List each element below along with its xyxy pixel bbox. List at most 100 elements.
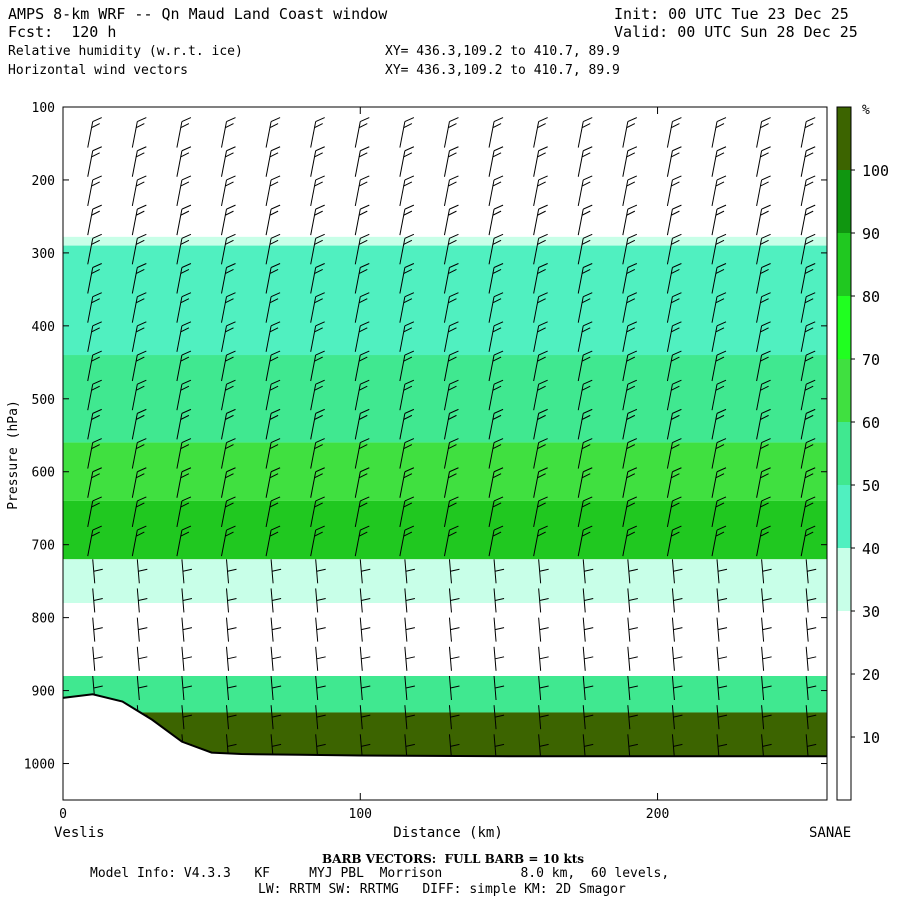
wind-barb-flag bbox=[225, 356, 234, 362]
y-tick-label: 300 bbox=[32, 247, 55, 262]
wind-barb-flag bbox=[270, 175, 281, 181]
wind-barb-flag bbox=[225, 444, 234, 450]
header-field-1: Relative humidity (w.r.t. ice) bbox=[8, 44, 243, 59]
wind-barb-flag bbox=[359, 502, 368, 508]
wind-barb-flag bbox=[137, 525, 147, 531]
wind-barb-flag bbox=[582, 239, 591, 245]
wind-barb-flag bbox=[492, 327, 502, 333]
wind-barb-flag bbox=[269, 531, 279, 537]
wind-barb bbox=[488, 209, 495, 236]
wind-barb bbox=[176, 500, 183, 528]
wind-barb-flag bbox=[314, 444, 323, 450]
wind-barb-flag bbox=[805, 438, 816, 444]
wind-barb-flag bbox=[360, 496, 370, 502]
wind-barb-flag bbox=[493, 146, 504, 152]
wind-barb-flag bbox=[225, 502, 234, 508]
wind-barb-flag bbox=[626, 356, 636, 362]
wind-barb bbox=[87, 238, 94, 265]
wind-barb-flag bbox=[804, 269, 814, 274]
wind-barb bbox=[800, 209, 807, 236]
wind-barb bbox=[577, 150, 584, 177]
wind-barb-flag bbox=[761, 263, 771, 268]
wind-barb-flag bbox=[672, 525, 682, 531]
wind-barb-flag bbox=[537, 210, 546, 216]
y-tick-label: 700 bbox=[32, 539, 55, 554]
wind-barb-flag bbox=[493, 467, 504, 473]
wind-barb bbox=[443, 121, 450, 148]
wind-barb-flag bbox=[91, 414, 100, 420]
wind-barb bbox=[265, 150, 272, 177]
wind-barb-flag bbox=[494, 685, 505, 689]
wind-barb bbox=[443, 500, 450, 528]
header-title: AMPS 8-km WRF -- Qn Maud Land Coast wind… bbox=[8, 5, 388, 23]
wind-barb bbox=[265, 267, 272, 294]
wind-barb-flag bbox=[716, 117, 727, 123]
wind-barb-flag bbox=[716, 467, 727, 473]
wind-barb-flag bbox=[137, 379, 147, 385]
wind-barb-flag bbox=[626, 181, 636, 187]
wind-barb-flag bbox=[181, 233, 192, 239]
wind-barb bbox=[800, 471, 807, 498]
wind-barb-flag bbox=[404, 408, 415, 414]
wind-barb-flag bbox=[270, 204, 281, 210]
wind-barb-flag bbox=[448, 327, 457, 333]
wind-barb-flag bbox=[671, 385, 680, 391]
wind-barb-flag bbox=[449, 175, 459, 181]
wind-barb-flag bbox=[493, 321, 504, 327]
wind-barb-flag bbox=[404, 525, 415, 531]
wind-barb bbox=[221, 471, 227, 498]
wind-barb-flag bbox=[761, 175, 771, 181]
wind-barb-flag bbox=[270, 321, 281, 327]
wind-barb-flag bbox=[404, 175, 415, 181]
wind-barb-flag bbox=[628, 627, 638, 631]
wind-barb bbox=[533, 325, 540, 352]
wind-barb-flag bbox=[672, 263, 682, 268]
wind-barb-flag bbox=[269, 181, 279, 187]
wind-barb bbox=[533, 150, 540, 177]
wind-barb-flag bbox=[182, 627, 193, 631]
wind-barb-flag bbox=[627, 321, 638, 327]
wind-barb-flag bbox=[360, 204, 370, 210]
wind-barb-flag bbox=[404, 263, 415, 268]
wind-barb-flag bbox=[181, 146, 192, 152]
wind-barb-flag bbox=[627, 146, 638, 152]
wind-barb-flag bbox=[671, 531, 680, 537]
wind-barb-flag bbox=[270, 379, 281, 385]
wind-barb-flag bbox=[92, 117, 102, 123]
wind-barb-flag bbox=[180, 181, 190, 187]
wind-barb-flag bbox=[761, 146, 771, 152]
wind-barb-flag bbox=[225, 473, 234, 479]
wind-barb-flag bbox=[671, 269, 680, 274]
wind-barb-flag bbox=[448, 239, 457, 245]
wind-barb-flag bbox=[807, 685, 817, 689]
wind-barb-flag bbox=[448, 385, 457, 391]
wind-barb-flag bbox=[715, 181, 725, 187]
wind-barb-flag bbox=[584, 627, 594, 631]
y-tick-label: 900 bbox=[32, 685, 55, 700]
wind-barb-flag bbox=[225, 123, 234, 129]
wind-barb-flag bbox=[582, 181, 591, 187]
wind-barb-flag bbox=[314, 385, 323, 391]
colorbar-label: 30 bbox=[862, 603, 880, 621]
wind-barb-flag bbox=[493, 117, 504, 123]
wind-barb-flag bbox=[627, 467, 638, 473]
wind-barb-flag bbox=[360, 321, 370, 327]
rh-layer-dry-mid bbox=[63, 603, 827, 676]
wind-barb-flag bbox=[628, 685, 638, 689]
terrain bbox=[62, 693, 827, 800]
wind-barb-flag bbox=[492, 269, 502, 274]
wind-barb-flag bbox=[180, 298, 190, 304]
wind-barb-flag bbox=[403, 356, 413, 362]
wind-barb-flag bbox=[492, 181, 502, 187]
wind-barb-flag bbox=[136, 414, 145, 420]
wind-barb bbox=[622, 413, 629, 440]
wind-barb-flag bbox=[180, 444, 190, 450]
wind-barb bbox=[800, 413, 807, 440]
wind-barb bbox=[354, 209, 361, 236]
wind-barb-flag bbox=[182, 714, 193, 718]
wind-barb-flag bbox=[315, 350, 325, 356]
wind-barb-flag bbox=[761, 292, 771, 298]
wind-barb-flag bbox=[137, 233, 147, 239]
header-xy-1: XY= 436.3,109.2 to 410.7, 89.9 bbox=[385, 44, 620, 59]
wind-barb-flag bbox=[760, 152, 769, 158]
